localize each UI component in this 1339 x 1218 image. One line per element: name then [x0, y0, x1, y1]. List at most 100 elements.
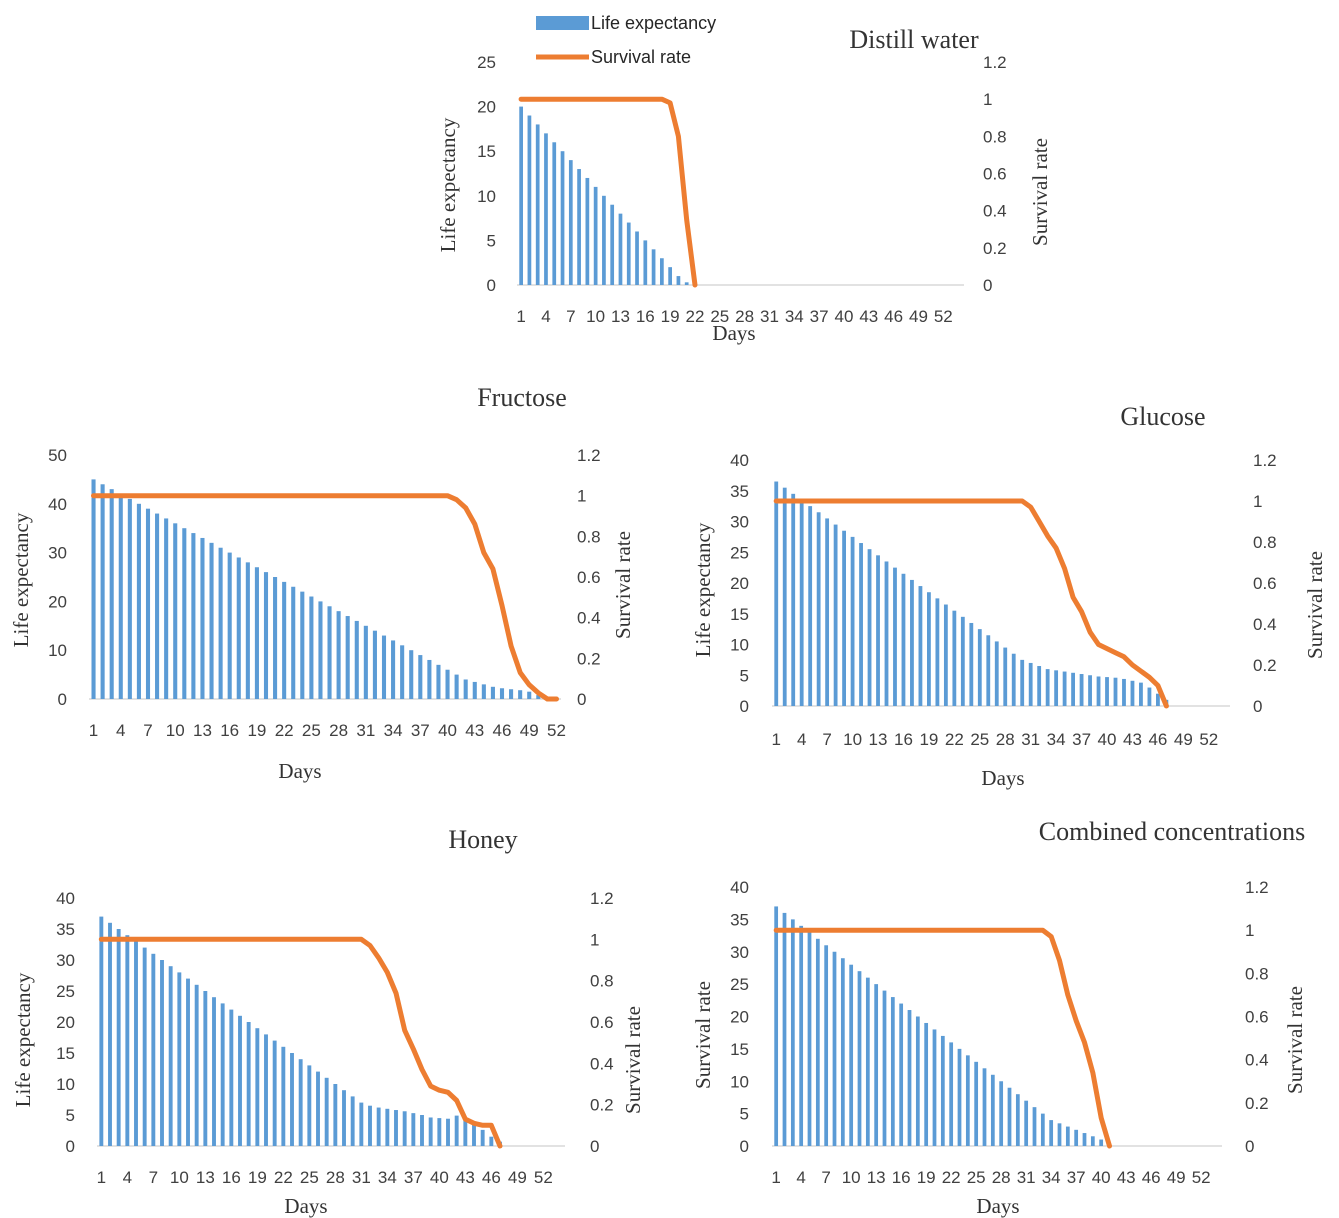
- bar: [316, 1071, 320, 1146]
- bar: [676, 276, 681, 285]
- x-tick-label: 46: [884, 307, 903, 326]
- y-tick-label: 30: [730, 513, 749, 532]
- legend: Life expectancy Survival rate: [536, 13, 716, 67]
- y-axis-label: Survival rate: [691, 981, 715, 1089]
- bar: [145, 508, 151, 699]
- x-tick-label: 13: [196, 1168, 215, 1187]
- bar: [833, 524, 838, 706]
- y2-tick-label: 0: [983, 276, 992, 295]
- bar: [874, 984, 879, 1146]
- bar: [884, 561, 889, 706]
- x-tick-label: 16: [892, 1168, 911, 1187]
- bar: [790, 919, 795, 1146]
- y2-tick-label: 0.4: [983, 202, 1007, 221]
- legend-bar-swatch: [536, 16, 589, 30]
- bar: [186, 978, 190, 1146]
- bar: [1096, 676, 1101, 706]
- y-tick-label: 0: [487, 276, 496, 295]
- x-tick-label: 19: [661, 307, 680, 326]
- bar: [209, 542, 214, 699]
- bar: [333, 1084, 338, 1146]
- bar: [969, 622, 974, 706]
- bar: [1054, 670, 1059, 706]
- x-tick-label: 16: [220, 721, 239, 740]
- bar: [1082, 1133, 1087, 1146]
- y2-tick-label: 0.8: [577, 527, 601, 546]
- bar: [965, 1055, 970, 1146]
- y-tick-label: 40: [48, 495, 67, 514]
- x-tick-label: 49: [909, 307, 928, 326]
- bar: [376, 1107, 381, 1146]
- y2-tick-label: 1: [590, 930, 599, 949]
- bar: [1032, 1107, 1037, 1146]
- bar: [1049, 1120, 1054, 1146]
- y2-tick-label: 0: [577, 690, 586, 709]
- x-tick-label: 1: [771, 1168, 780, 1187]
- bar: [236, 557, 241, 699]
- y2-tick-label: 0.6: [1245, 1008, 1269, 1027]
- bar: [585, 177, 590, 285]
- x-tick-label: 43: [1123, 730, 1142, 749]
- bar: [463, 1119, 468, 1146]
- bar: [1057, 1123, 1062, 1146]
- x-tick-label: 7: [821, 1168, 830, 1187]
- y-tick-label: 40: [730, 451, 749, 470]
- y2-axis-label: Survival rate: [611, 531, 635, 639]
- y-tick-label: 5: [487, 231, 496, 250]
- bar: [1065, 1126, 1070, 1146]
- bar: [151, 953, 156, 1146]
- bar: [949, 1042, 954, 1146]
- bar: [1105, 677, 1109, 706]
- bar: [527, 691, 532, 699]
- bar: [264, 1034, 268, 1146]
- x-tick-label: 43: [465, 721, 484, 740]
- bar: [1147, 687, 1152, 706]
- x-tick-label: 10: [586, 307, 605, 326]
- bar: [867, 549, 872, 706]
- bar: [220, 1003, 225, 1146]
- y-tick-label: 10: [48, 641, 67, 660]
- bar: [635, 231, 639, 285]
- x-tick-label: 22: [942, 1168, 961, 1187]
- bar: [1037, 666, 1042, 706]
- bar: [281, 1046, 286, 1146]
- x-tick-label: 31: [760, 307, 779, 326]
- bar: [799, 499, 804, 706]
- bar: [490, 686, 495, 699]
- bar: [427, 659, 432, 699]
- x-tick-label: 34: [384, 721, 403, 740]
- bar: [118, 494, 123, 699]
- bar: [481, 684, 486, 699]
- bar: [254, 567, 259, 699]
- bar: [957, 1048, 962, 1146]
- x-tick-label: 19: [917, 1168, 936, 1187]
- bar: [1062, 671, 1067, 706]
- bar: [577, 169, 581, 285]
- survival-line: [98, 936, 503, 1149]
- x-tick-label: 1: [772, 730, 781, 749]
- bar: [428, 1117, 433, 1146]
- bar: [420, 1115, 424, 1146]
- y2-axis-label: Survival rate: [621, 1006, 645, 1114]
- bar: [391, 640, 396, 699]
- x-tick-label: 43: [456, 1168, 475, 1187]
- y2-tick-label: 0.2: [577, 649, 601, 668]
- bar: [363, 625, 368, 699]
- bar: [918, 586, 923, 706]
- x-tick-label: 22: [275, 721, 294, 740]
- y-tick-label: 15: [730, 605, 749, 624]
- x-tick-label: 10: [842, 1168, 861, 1187]
- bar: [298, 1059, 303, 1146]
- bar: [136, 503, 141, 699]
- y-tick-label: 20: [56, 1013, 75, 1032]
- y2-axis-label: Survival rate: [1283, 986, 1307, 1094]
- bar: [200, 537, 205, 699]
- y2-tick-label: 0.6: [590, 1013, 614, 1032]
- y-tick-label: 30: [730, 943, 749, 962]
- x-tick-label: 19: [919, 730, 938, 749]
- bar: [324, 1077, 329, 1146]
- x-tick-label: 37: [411, 721, 430, 740]
- y-tick-label: 10: [730, 1072, 749, 1091]
- y-tick-label: 15: [477, 142, 496, 161]
